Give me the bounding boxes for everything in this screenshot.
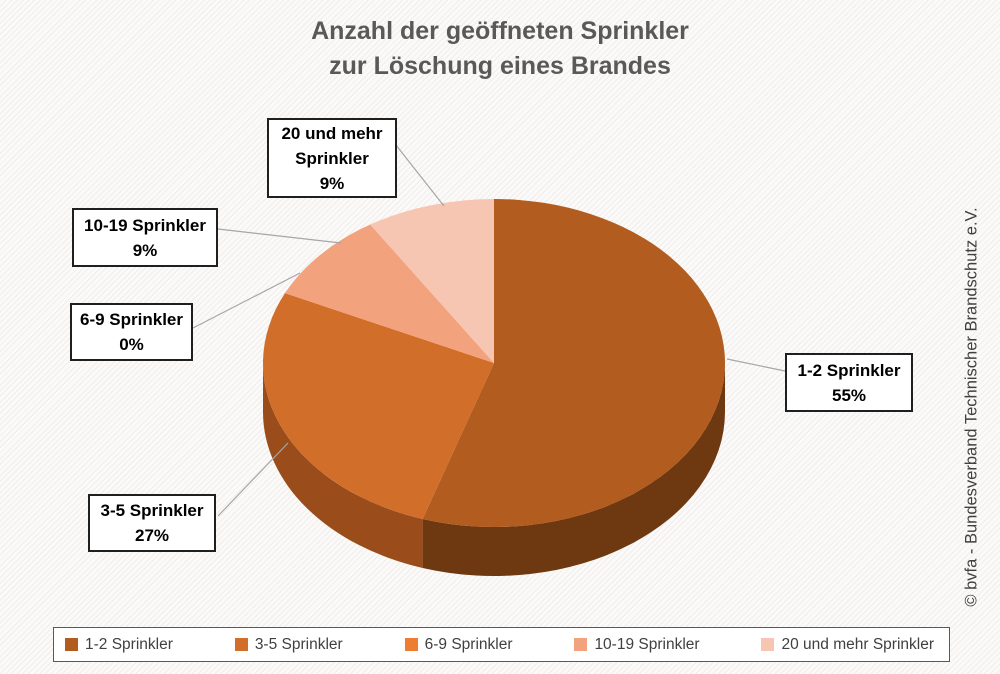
leader-line xyxy=(217,442,289,517)
legend-label: 6-9 Sprinkler xyxy=(424,635,513,653)
legend-swatch-icon xyxy=(404,638,418,651)
leader-line xyxy=(217,228,342,244)
pie-slice xyxy=(422,199,726,527)
legend-label: 3-5 Sprinkler xyxy=(254,635,343,653)
legend-item: 3-5 Sprinkler xyxy=(234,635,343,654)
legend-label: 10-19 Sprinkler xyxy=(594,635,700,653)
legend-item: 20 und mehr Sprinkler xyxy=(761,636,934,654)
legend-item: 10-19 Sprinkler xyxy=(574,635,700,654)
pie-slice-side xyxy=(422,363,725,576)
pie-slice-side xyxy=(263,363,423,568)
legend: 1-2 Sprinkler 3-5 Sprinkler 6-9 Sprinkler 1… xyxy=(53,627,950,662)
leader-line xyxy=(395,144,445,207)
pie-slice xyxy=(370,199,494,363)
legend-label: 1-2 Sprinkler xyxy=(85,635,173,653)
callout-line: 3-5 Sprinkler xyxy=(100,501,204,520)
callout-line: 55% xyxy=(831,385,867,405)
leader-line xyxy=(192,272,301,329)
legend-item: 6-9 Sprinkler xyxy=(404,635,513,654)
callout-line: 9% xyxy=(319,173,345,193)
copyright-text: © bvfa - Bundesverband Technischer Brand… xyxy=(962,207,981,607)
callout-line: 20 und mehr xyxy=(281,123,383,143)
callout-box-3-5: 3-5 Sprinkler 27% xyxy=(88,494,216,552)
legend-swatch-icon xyxy=(574,638,588,651)
callout-box-10-19: 10-19 Sprinkler 9% xyxy=(72,208,218,267)
callout-line: 0% xyxy=(119,335,144,354)
chart-title: Anzahl der geöffneten Sprinkler zur Lösc… xyxy=(0,14,1000,84)
callout-box-1-2: 1-2 Sprinkler 55% xyxy=(785,353,913,412)
callout-line: 1-2 Sprinkler xyxy=(797,360,901,380)
callout-line: 6-9 Sprinkler xyxy=(80,310,183,329)
callout-line: 27% xyxy=(134,526,170,545)
legend-item: 1-2 Sprinkler xyxy=(65,636,173,654)
chart-title-line-1: Anzahl der geöffneten Sprinkler xyxy=(311,17,689,45)
callout-line: Sprinkler xyxy=(295,148,369,168)
pie-slice xyxy=(263,293,494,519)
legend-label: 20 und mehr Sprinkler xyxy=(781,635,934,653)
pie-slice xyxy=(284,224,494,363)
callout-box-6-9: 6-9 Sprinkler 0% xyxy=(70,303,193,361)
legend-swatch-icon xyxy=(65,638,78,651)
callout-line: 9% xyxy=(132,240,158,260)
chart-title-line-2: zur Löschung eines Brandes xyxy=(329,52,671,80)
callout-line: 10-19 Sprinkler xyxy=(84,215,206,235)
callout-box-20-und-mehr: 20 und mehr Sprinkler 9% xyxy=(267,118,397,198)
legend-swatch-icon xyxy=(761,638,775,651)
leader-line xyxy=(726,358,786,372)
legend-swatch-icon xyxy=(234,638,248,651)
